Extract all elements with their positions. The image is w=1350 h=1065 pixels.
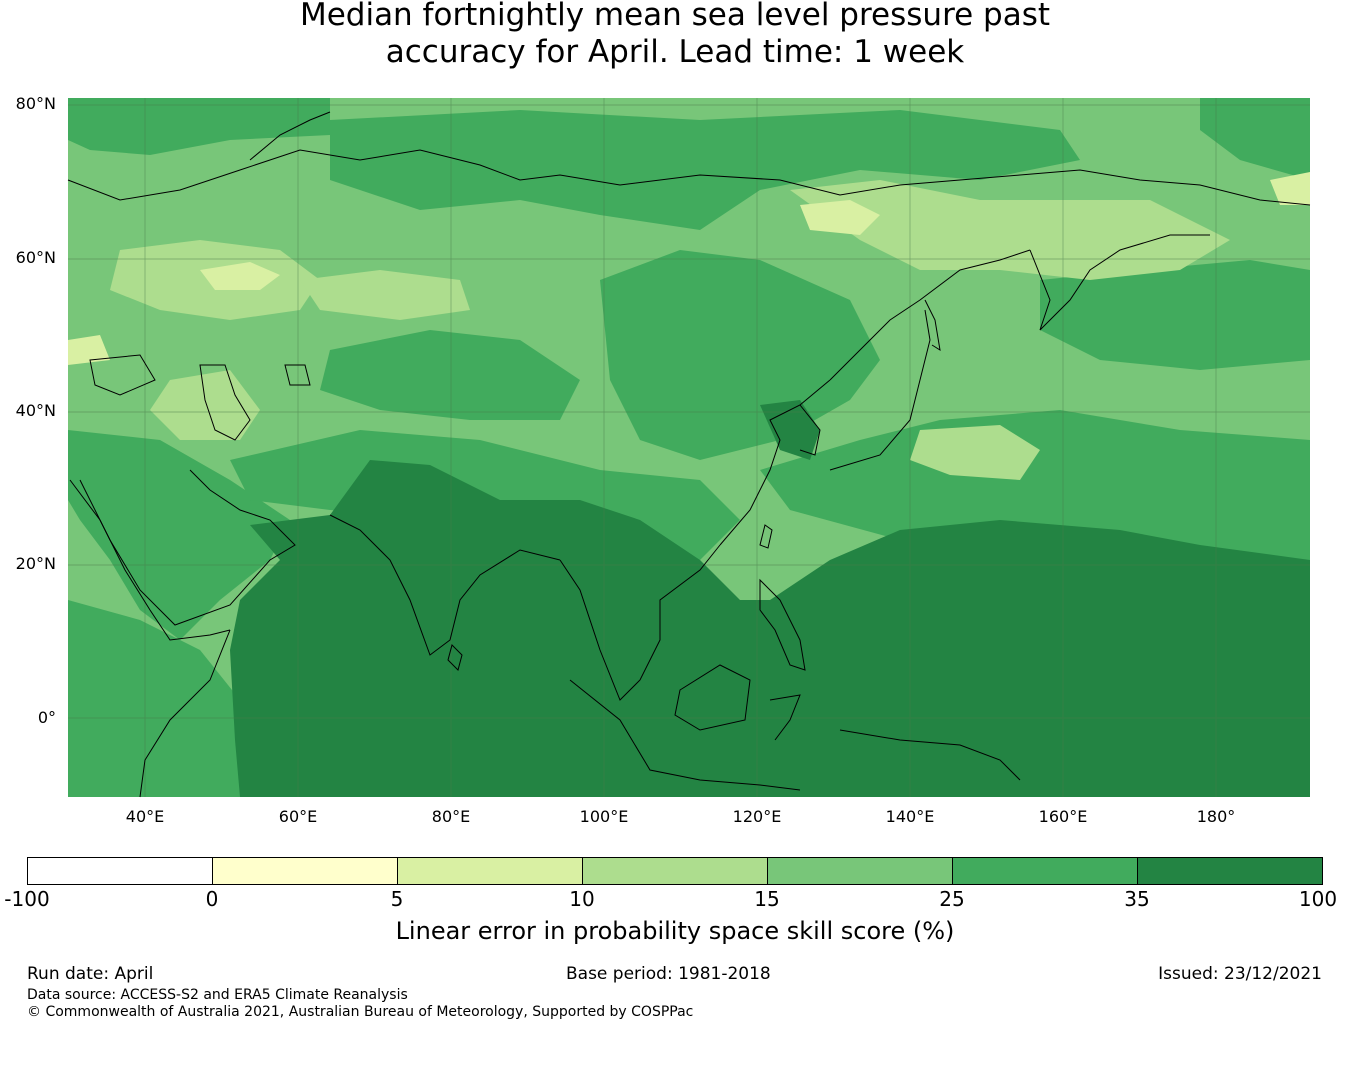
lat-label-80n: 80°N	[15, 94, 56, 113]
lon-label-40e: 40°E	[125, 807, 165, 826]
lat-label-20n: 20°N	[15, 554, 56, 573]
region-skill-25-35-mongolia	[600, 250, 880, 460]
region-skill-5-10-patch-2	[800, 200, 880, 235]
colorbar-tick-25: 25	[939, 887, 965, 911]
colorbar	[27, 857, 1323, 885]
colorbar-tick-5: 5	[390, 887, 404, 911]
region-skill-5-10-patch-4	[68, 335, 110, 365]
region-skill-25-35-north-siberia	[330, 110, 1080, 230]
base-period: Base period: 1981-2018	[566, 964, 771, 984]
map-gridlines	[68, 98, 1310, 797]
copyright-notice: © Commonwealth of Australia 2021, Austra…	[27, 1004, 694, 1020]
run-date: Run date: April	[27, 964, 154, 984]
colorbar-segment-10-15	[583, 858, 768, 884]
colorbar-segment-15-25	[768, 858, 953, 884]
colorbar-tick-0: 0	[205, 887, 219, 911]
region-skill-10-15-east-siberia	[790, 180, 1230, 280]
colorbar-tick-100: 100	[1298, 887, 1338, 911]
colorbar-segment-25-35	[953, 858, 1138, 884]
colorbar-segment-0-5	[213, 858, 398, 884]
lon-label-80e: 80°E	[431, 807, 471, 826]
lat-label-0: 0°	[37, 708, 56, 727]
chart-title-line-1: Median fortnightly mean sea level pressu…	[299, 0, 1051, 33]
lon-label-140e: 140°E	[885, 807, 935, 826]
region-skill-10-15-north-pacific	[910, 425, 1040, 480]
region-skill-25-35-west-arctic	[68, 98, 330, 155]
colorbar-segment-5-10	[398, 858, 583, 884]
colorbar-tick-35: 35	[1124, 887, 1150, 911]
colorbar-segment-neg100-0	[28, 858, 213, 884]
region-skill-25-35-africa	[68, 600, 250, 797]
region-skill-5-10-patch-1	[200, 262, 280, 290]
region-skill-5-10-patch-3	[1270, 172, 1310, 205]
lon-label-100e: 100°E	[579, 807, 629, 826]
region-skill-35-100-indian-ocean	[230, 460, 1310, 797]
lat-label-40n: 40°N	[15, 401, 56, 420]
colorbar-tick-10: 10	[569, 887, 595, 911]
region-skill-25-35-kamchatka	[1040, 260, 1310, 370]
lon-label-60e: 60°E	[278, 807, 318, 826]
lon-label-160e: 160°E	[1038, 807, 1088, 826]
data-source: Data source: ACCESS-S2 and ERA5 Climate …	[27, 987, 408, 1003]
colorbar-tick-15: 15	[754, 887, 780, 911]
colorbar-label: Linear error in probability space skill …	[395, 917, 955, 945]
lat-label-60n: 60°N	[15, 248, 56, 267]
coastlines	[67, 111, 1311, 798]
region-skill-25-35-central-asia	[320, 330, 580, 420]
region-skill-25-35-arabia	[68, 430, 290, 640]
region-skill-35-100-korea	[760, 400, 820, 460]
region-skill-10-15-kazakhstan	[300, 270, 470, 320]
issued-date: Issued: 23/12/2021	[1158, 964, 1322, 984]
lon-label-120e: 120°E	[732, 807, 782, 826]
chart-title-line-2: accuracy for April. Lead time: 1 week	[385, 34, 965, 70]
colorbar-tick-neg100: -100	[4, 887, 50, 911]
colorbar-segment-35-100	[1138, 858, 1322, 884]
lon-label-180: 180°	[1196, 807, 1236, 826]
region-skill-25-35-pacific	[760, 410, 1310, 570]
region-skill-25-35-east-arctic	[1200, 98, 1310, 180]
skill-score-map	[67, 98, 1311, 798]
